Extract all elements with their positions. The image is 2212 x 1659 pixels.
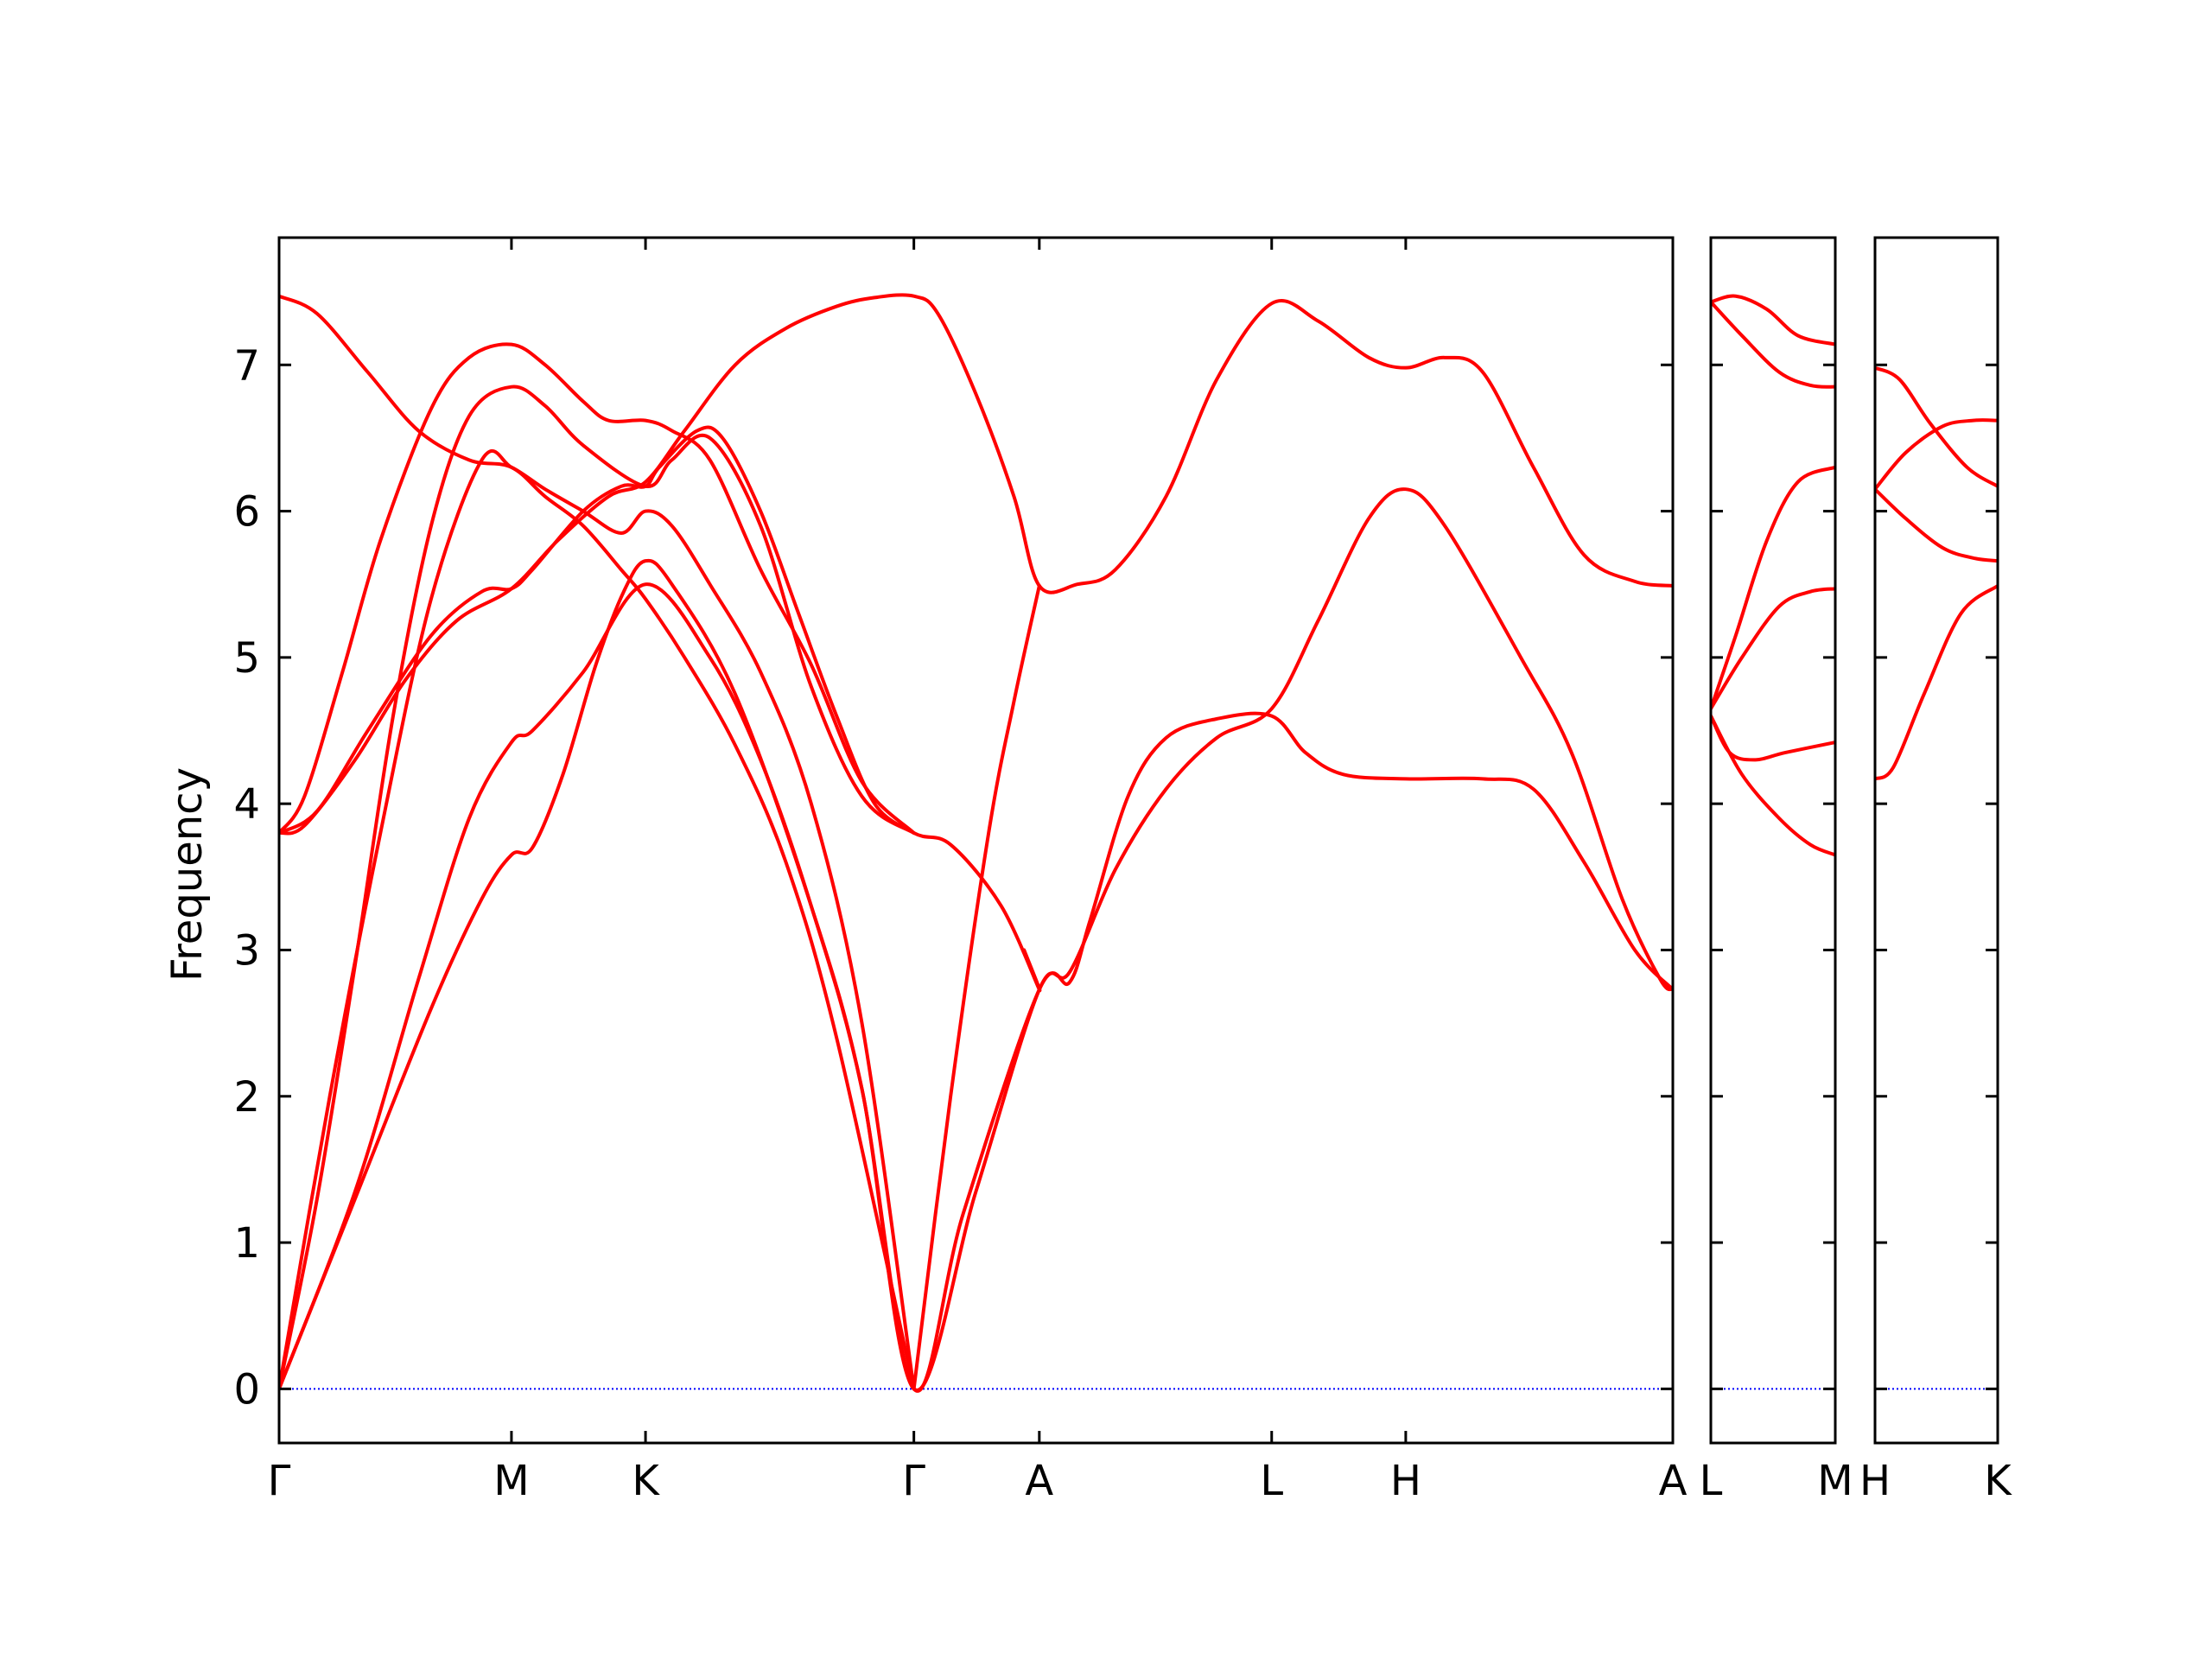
y-axis-label: Frequency bbox=[163, 767, 212, 982]
x-tick-label: M bbox=[493, 1457, 529, 1505]
plot-frame bbox=[1709, 236, 1837, 1445]
bands bbox=[279, 293, 1673, 1393]
x-tick-label: K bbox=[1984, 1457, 2012, 1505]
band-line-b7 bbox=[279, 449, 916, 1391]
x-tick-label: M bbox=[1817, 1457, 1853, 1505]
band-line-b2 bbox=[279, 582, 1673, 1393]
band-line-c1 bbox=[1711, 294, 1835, 346]
y-tick-label: 1 bbox=[233, 1219, 260, 1268]
bands bbox=[1711, 294, 1835, 857]
band-line-b1 bbox=[279, 487, 1673, 1392]
x-tick-label: H bbox=[1390, 1457, 1421, 1505]
band-line-c4 bbox=[1711, 587, 1835, 711]
x-tick-label: A bbox=[1025, 1457, 1053, 1505]
band-line-b8 bbox=[279, 293, 1673, 836]
y-tick-label: 0 bbox=[233, 1365, 260, 1414]
bands bbox=[1875, 365, 1998, 781]
band-line-b3 bbox=[279, 385, 1042, 1391]
plot-frame bbox=[1873, 236, 1999, 1445]
x-tick-label: Γ bbox=[902, 1457, 925, 1505]
band-line-c2 bbox=[1711, 300, 1835, 389]
x-tick-label: K bbox=[632, 1457, 660, 1505]
x-tick-label: L bbox=[1700, 1457, 1723, 1505]
y-tick-label: 4 bbox=[233, 780, 260, 829]
band-line-d3 bbox=[1875, 487, 1998, 563]
y-tick-label: 7 bbox=[233, 341, 260, 390]
band-line-b9 bbox=[912, 583, 1041, 1391]
band-line-b6 bbox=[279, 294, 916, 1391]
band-line-c6 bbox=[1711, 714, 1835, 857]
y-tick-label: 3 bbox=[233, 926, 260, 975]
x-tick-label: L bbox=[1260, 1457, 1283, 1505]
band-line-c3 bbox=[1711, 465, 1835, 711]
x-tick-label: A bbox=[1659, 1457, 1688, 1505]
band-line-b5 bbox=[279, 342, 916, 836]
plot-frame bbox=[277, 236, 1675, 1445]
y-tick-label: 6 bbox=[233, 488, 260, 537]
panel-main: Γ M K Γ A L H A 0 1 2 3 4 5 6 7 bbox=[233, 236, 1688, 1505]
y-tick-label: 2 bbox=[233, 1073, 260, 1122]
band-line-d1 bbox=[1875, 365, 1998, 488]
x-tick-label: H bbox=[1859, 1457, 1891, 1505]
x-tick-label: Γ bbox=[268, 1457, 291, 1505]
band-line-d2 bbox=[1875, 418, 1998, 492]
y-tick-label: 5 bbox=[233, 634, 260, 683]
band-line-d4 bbox=[1875, 583, 1998, 781]
